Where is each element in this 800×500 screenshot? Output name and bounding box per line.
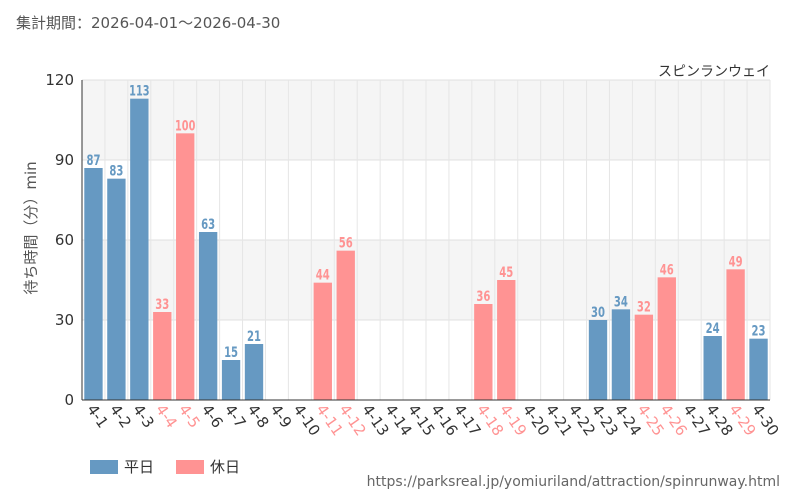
bar-4-4 xyxy=(153,312,172,400)
data-label-4-18: 36 xyxy=(476,289,490,305)
data-label-4-4: 33 xyxy=(155,297,169,313)
data-label-4-7: 15 xyxy=(224,345,238,361)
bar-4-18 xyxy=(474,304,493,400)
data-label-4-29: 49 xyxy=(729,254,743,270)
x-axis: 4-14-24-34-44-54-64-74-84-94-104-114-124… xyxy=(82,399,783,439)
y-tick-label: 0 xyxy=(64,391,74,409)
data-label-4-24: 34 xyxy=(614,294,628,310)
legend: 平日 休日 xyxy=(90,456,240,477)
bar-4-7 xyxy=(221,360,241,400)
bar-4-1 xyxy=(84,168,103,400)
bar-4-19 xyxy=(497,280,516,400)
x-tick-label: 4-7 xyxy=(221,401,250,431)
legend-swatch-holiday xyxy=(176,459,205,474)
x-tick-label: 4-2 xyxy=(106,401,135,431)
data-label-4-25: 32 xyxy=(637,300,651,316)
data-label-4-11: 44 xyxy=(316,268,330,284)
bar-4-26 xyxy=(657,277,676,400)
x-tick-label: 4-3 xyxy=(129,401,158,431)
data-label-4-26: 46 xyxy=(660,262,674,278)
period-label: 集計期間：2026-04-01～2026-04-30 xyxy=(16,14,281,32)
bar-4-11 xyxy=(313,282,332,400)
legend-label-holiday: 休日 xyxy=(210,458,241,476)
x-tick-label: 4-9 xyxy=(267,401,296,431)
data-label-4-1: 87 xyxy=(86,153,100,169)
data-label-4-6: 63 xyxy=(201,217,215,233)
y-tick-label: 120 xyxy=(45,71,74,89)
data-label-4-5: 100 xyxy=(175,118,196,134)
bar-4-23 xyxy=(588,320,608,400)
x-tick-label: 4-6 xyxy=(198,401,227,431)
chart-title: スピンランウェイ xyxy=(658,64,770,80)
legend-item-holiday: 休日 xyxy=(176,456,240,477)
bar-4-3 xyxy=(130,98,149,401)
bar-4-30 xyxy=(749,338,768,400)
data-label-4-12: 56 xyxy=(339,236,353,252)
bar-4-25 xyxy=(634,314,654,400)
y-tick-label: 90 xyxy=(55,151,74,169)
y-axis: 0 30 60 90 120 xyxy=(45,71,83,409)
bar-4-28 xyxy=(703,336,722,400)
x-tick-label: 4-4 xyxy=(152,401,181,431)
data-label-4-23: 30 xyxy=(591,305,605,321)
legend-label-weekday: 平日 xyxy=(124,458,155,476)
x-tick-label: 4-5 xyxy=(175,401,204,431)
x-tick-label: 4-1 xyxy=(83,401,112,431)
bar-4-29 xyxy=(726,269,745,400)
data-label-4-30: 23 xyxy=(752,324,766,340)
bar-4-6 xyxy=(198,232,218,400)
bars xyxy=(84,98,768,401)
bar-4-2 xyxy=(107,178,126,400)
legend-swatch-weekday xyxy=(90,459,118,474)
data-labels: 87 83 113 33 100 63 15 21 44 56 36 45 30 34 32 46 24 49 23 xyxy=(86,84,765,361)
bar-4-5 xyxy=(176,133,195,401)
data-label-4-8: 21 xyxy=(247,329,261,345)
x-tick-label: 4-8 xyxy=(244,401,273,431)
data-label-4-2: 83 xyxy=(109,164,123,180)
bar-4-12 xyxy=(336,250,355,400)
y-axis-label: 待ち時間（分）min xyxy=(22,161,40,294)
y-tick-label: 30 xyxy=(55,311,74,329)
data-label-4-19: 45 xyxy=(499,265,513,281)
data-label-4-3: 113 xyxy=(129,84,149,100)
bar-4-8 xyxy=(244,344,264,400)
source-url: https://parksreal.jp/yomiuriland/attract… xyxy=(366,474,780,490)
data-label-4-28: 24 xyxy=(706,321,720,337)
bar-4-24 xyxy=(611,309,631,400)
y-tick-label: 60 xyxy=(55,231,74,249)
legend-item-weekday: 平日 xyxy=(90,456,154,477)
